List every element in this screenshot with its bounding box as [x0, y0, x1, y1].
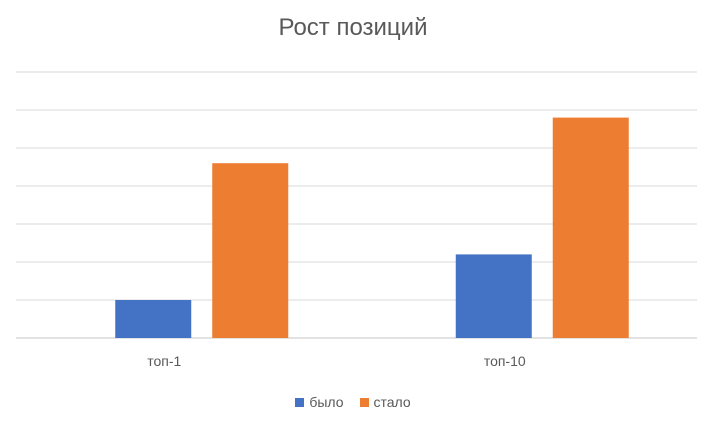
x-tick-label: топ-10	[484, 353, 526, 369]
legend-item: было	[295, 394, 344, 410]
x-tick-label: топ-1	[147, 353, 181, 369]
legend-swatch	[359, 397, 369, 407]
legend-swatch	[295, 397, 305, 407]
chart-legend: было стало	[0, 394, 706, 410]
legend-item: стало	[359, 394, 411, 410]
bar-stalo-2	[552, 117, 629, 338]
bar-bylo-2	[455, 254, 532, 338]
legend-label: было	[309, 394, 344, 410]
legend-label: стало	[373, 394, 411, 410]
bar-bylo-1	[115, 300, 192, 338]
chart-title: Рост позиций	[278, 14, 428, 41]
bar-stalo-1	[212, 163, 289, 338]
